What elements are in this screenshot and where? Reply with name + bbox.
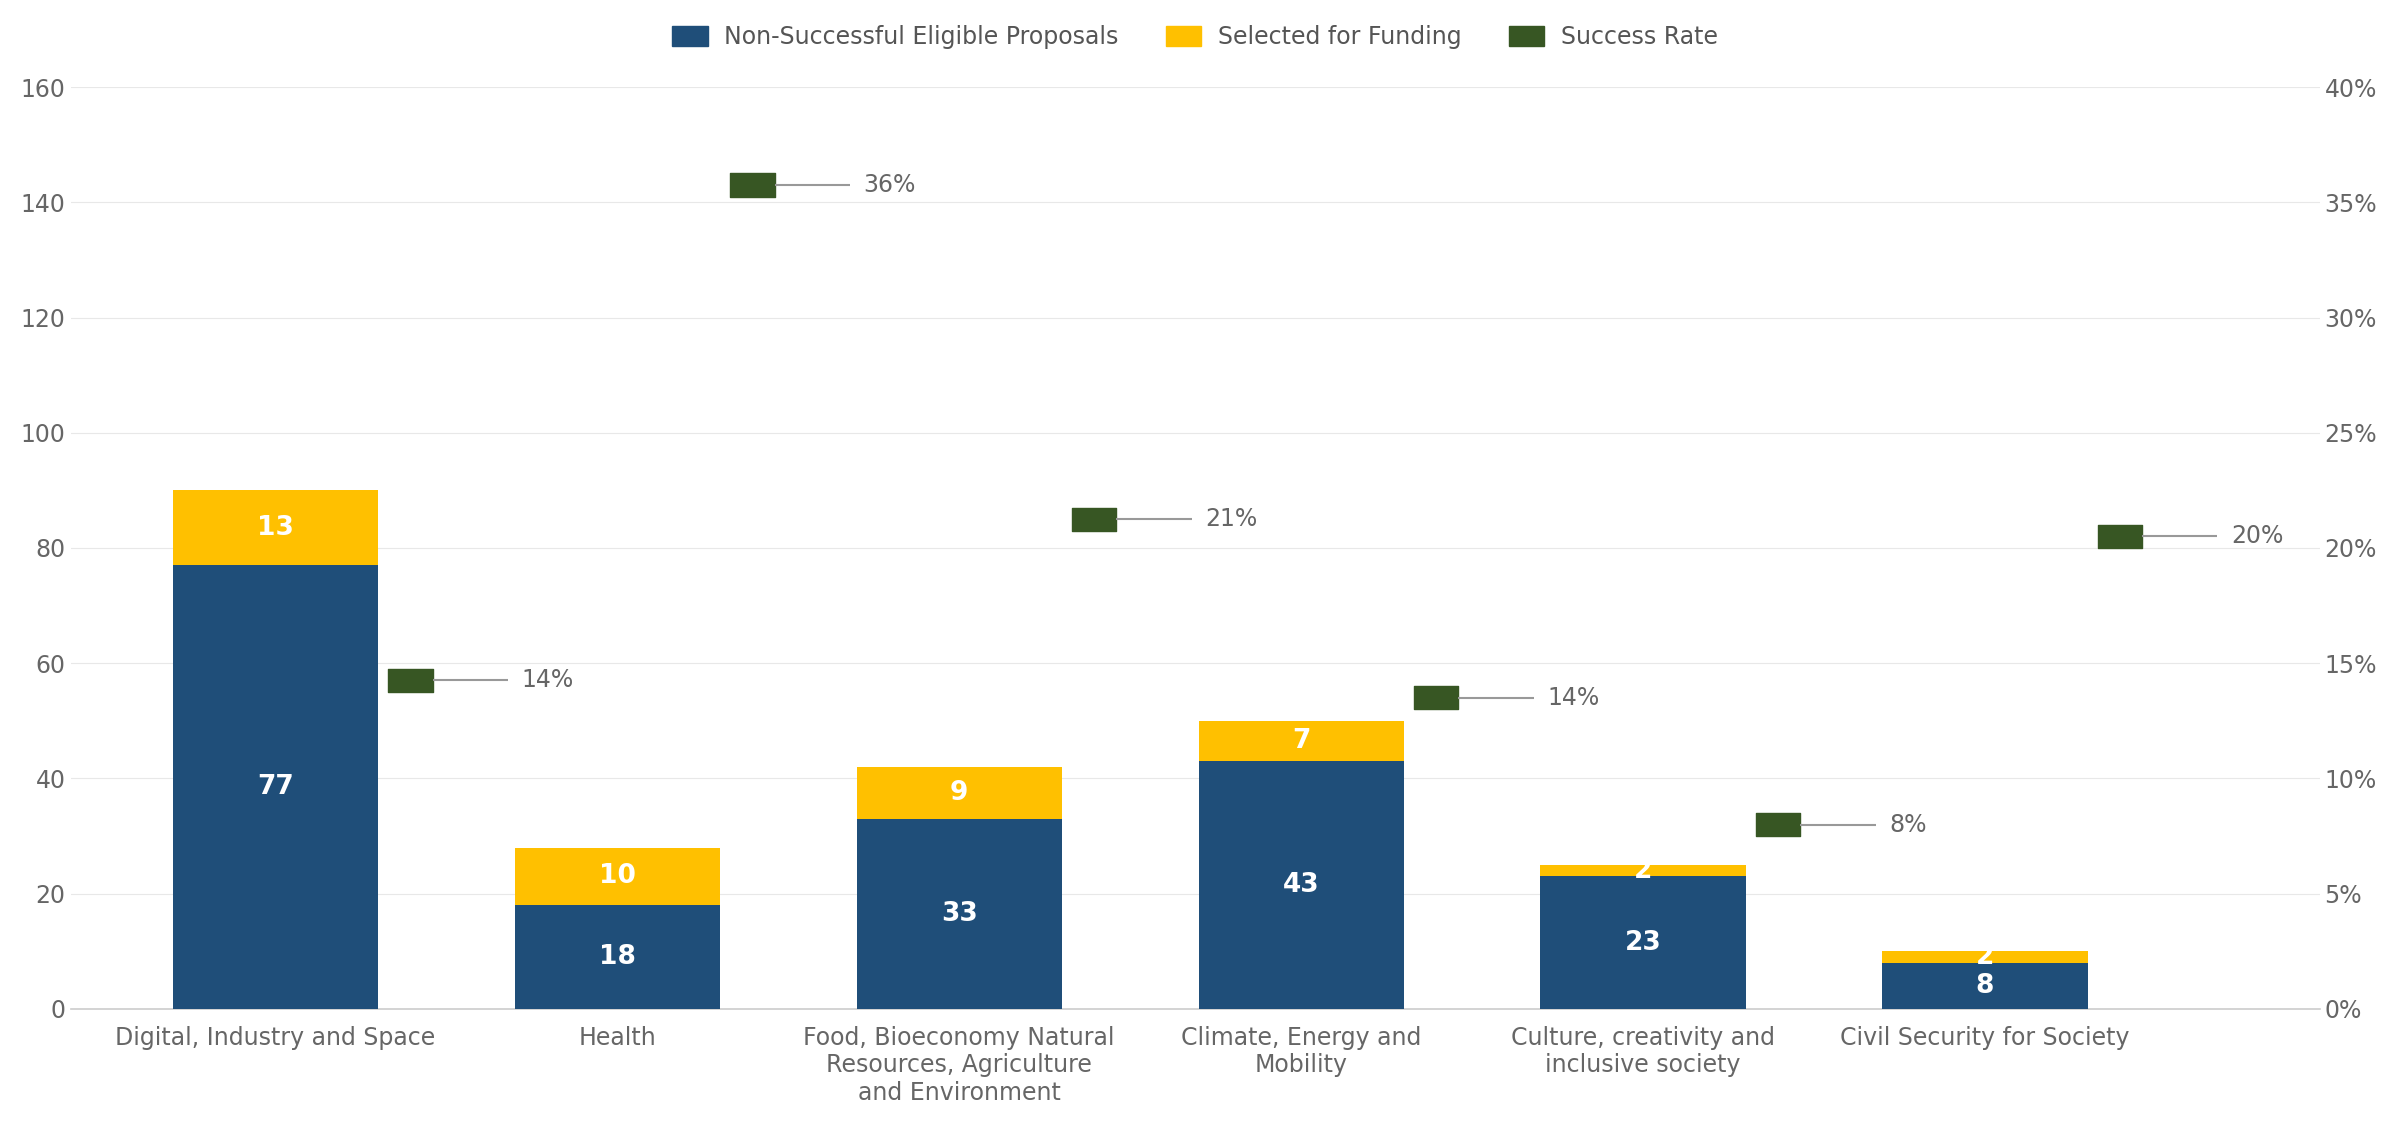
Text: 13: 13	[257, 515, 295, 540]
Text: 8%: 8%	[1890, 813, 1926, 837]
Bar	[516, 848, 719, 905]
Text: 36%: 36%	[863, 173, 916, 197]
Bar	[1882, 951, 2089, 963]
Bar	[1882, 963, 2089, 1009]
Bar	[1199, 721, 1403, 761]
Text: 10: 10	[600, 864, 635, 890]
Legend: Non-Successful Eligible Proposals, Selected for Funding, Success Rate: Non-Successful Eligible Proposals, Selec…	[662, 16, 1727, 59]
Text: 2: 2	[1976, 944, 1995, 969]
Bar	[856, 819, 1062, 1009]
Bar	[516, 905, 719, 1009]
Text: 23: 23	[1626, 930, 1662, 956]
Text: 9: 9	[950, 780, 969, 806]
Bar	[1199, 761, 1403, 1009]
Text: 20%: 20%	[2230, 525, 2283, 548]
Text: 33: 33	[940, 901, 978, 927]
Text: 7: 7	[1293, 729, 1309, 754]
Bar	[173, 490, 379, 565]
Text: 43: 43	[1283, 872, 1319, 899]
Text: 21%: 21%	[1206, 507, 1257, 531]
Text: 77: 77	[257, 774, 293, 801]
Text: 2: 2	[1633, 858, 1652, 884]
Bar	[173, 565, 379, 1009]
Bar	[856, 767, 1062, 819]
Text: 8: 8	[1976, 973, 1995, 999]
Text: 18: 18	[600, 944, 635, 969]
Text: 14%: 14%	[1547, 686, 1599, 709]
Bar	[1540, 876, 1746, 1009]
Bar	[1540, 865, 1746, 876]
Text: 14%: 14%	[520, 669, 573, 692]
